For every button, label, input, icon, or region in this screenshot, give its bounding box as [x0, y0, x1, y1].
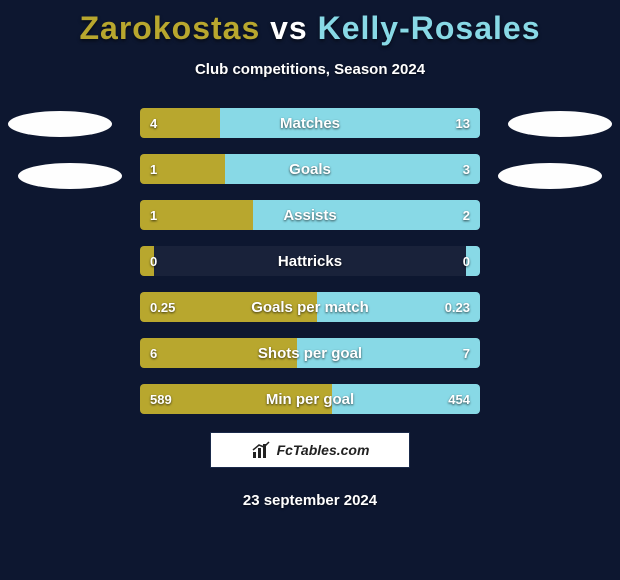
stat-label: Matches — [140, 108, 480, 138]
stat-row: Hattricks0 0 — [140, 246, 480, 276]
stat-value-left: 4 — [150, 108, 157, 138]
stat-label: Min per goal — [140, 384, 480, 414]
stat-value-right: 0 — [463, 246, 470, 276]
vs-text: vs — [270, 10, 308, 46]
stat-label: Goals per match — [140, 292, 480, 322]
stat-value-right: 0.23 — [445, 292, 470, 322]
stat-label: Assists — [140, 200, 480, 230]
stat-row: Matches4 13 — [140, 108, 480, 138]
stat-value-left: 6 — [150, 338, 157, 368]
player1-name: Zarokostas — [80, 10, 261, 46]
player1-avatar-placeholder — [8, 111, 112, 137]
stat-row: Goals per match0.25 0.23 — [140, 292, 480, 322]
stat-value-right: 3 — [463, 154, 470, 184]
stat-label: Shots per goal — [140, 338, 480, 368]
stat-value-right: 2 — [463, 200, 470, 230]
stat-bars: Matches413Goals13Assists12Hattricks00Goa… — [140, 108, 480, 414]
stat-value-left: 0 — [150, 246, 157, 276]
subtitle: Club competitions, Season 2024 — [0, 61, 620, 78]
footer-badge[interactable]: FcTables.com — [210, 432, 410, 468]
player2-avatar-placeholder — [508, 111, 612, 137]
stat-value-left: 0.25 — [150, 292, 175, 322]
comparison-content: Matches413Goals13Assists12Hattricks00Goa… — [0, 108, 620, 414]
stat-label: Hattricks — [140, 246, 480, 276]
stat-label: Goals — [140, 154, 480, 184]
stat-value-right: 454 — [448, 384, 470, 414]
stat-row: Assists1 2 — [140, 200, 480, 230]
date-text: 23 september 2024 — [0, 492, 620, 509]
stat-row: Min per goal589 454 — [140, 384, 480, 414]
stat-row: Shots per goal6 7 — [140, 338, 480, 368]
footer-badge-text: FcTables.com — [277, 442, 370, 458]
page-title: Zarokostas vs Kelly-Rosales — [0, 0, 620, 47]
stat-value-left: 1 — [150, 200, 157, 230]
chart-icon — [251, 440, 271, 460]
stat-value-left: 1 — [150, 154, 157, 184]
stat-value-right: 13 — [456, 108, 470, 138]
stat-value-left: 589 — [150, 384, 172, 414]
player2-name: Kelly-Rosales — [318, 10, 541, 46]
player1-avatar-placeholder-2 — [18, 163, 122, 189]
stat-value-right: 7 — [463, 338, 470, 368]
player2-avatar-placeholder-2 — [498, 163, 602, 189]
stat-row: Goals1 3 — [140, 154, 480, 184]
